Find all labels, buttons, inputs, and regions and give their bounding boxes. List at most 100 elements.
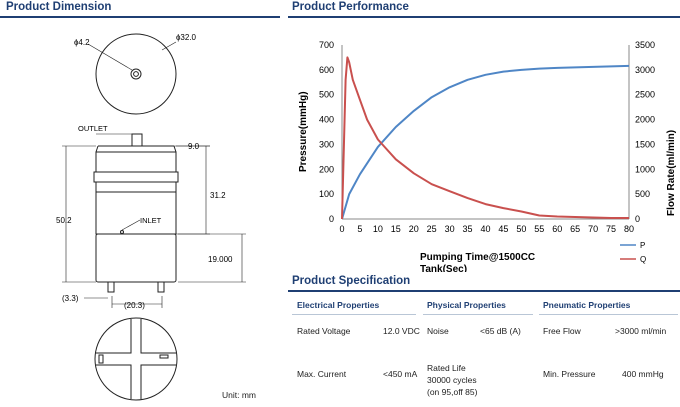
x-tick-label: 65: [570, 224, 580, 234]
spec-divider-physical: [423, 314, 533, 315]
chart-axes: 0 5 10 15 20 25 30 35 40 45 50 55 60 65 70 75 8001002003…: [319, 40, 655, 234]
leader-inlet: [121, 219, 141, 231]
top-view-port-inner: [133, 71, 139, 77]
label-dim-9: 9.0: [188, 142, 200, 151]
y-left-tick-label: 500: [319, 90, 334, 100]
x-tick-label: 30: [445, 224, 455, 234]
x-tick-label: 35: [463, 224, 473, 234]
y-right-tick-label: 500: [635, 189, 650, 199]
spec-value-free-flow: >3000 ml/min: [615, 326, 667, 336]
body-middle: [95, 191, 177, 235]
body-motor: [95, 233, 177, 283]
spec-value-rated-voltage: 12.0 VDC: [383, 326, 420, 336]
spec-label-min-pressure: Min. Pressure: [543, 369, 596, 379]
spec-header-electrical: Electrical Properties: [297, 300, 380, 310]
spec-label-max-current: Max. Current: [297, 369, 347, 379]
y-left-tick-label: 400: [319, 115, 334, 125]
spec-label-rated-life-3: (on 95,off 85): [427, 387, 478, 397]
x-axis-label-cut: Tank(Sec): [420, 264, 467, 272]
label-dim-31: 31.2: [210, 191, 226, 200]
bottom-view-slot-left: [98, 354, 104, 364]
legend-q-label: Q: [640, 255, 646, 264]
y-left-tick-label: 300: [319, 139, 334, 149]
chart-legend: P Q: [620, 241, 646, 264]
y-left-tick-label: 200: [319, 164, 334, 174]
product-specification-underline: [288, 290, 680, 292]
x-tick-label: 40: [480, 224, 490, 234]
x-tick-label: 0: [339, 224, 344, 234]
spec-header-physical: Physical Properties: [427, 300, 506, 310]
spec-label-noise: Noise: [427, 326, 449, 336]
y-left-tick-label: 100: [319, 189, 334, 199]
y-right-tick-label: 2500: [635, 90, 655, 100]
terminal-left: [107, 282, 115, 293]
y-right-tick-label: 3500: [635, 40, 655, 50]
chart-lines: [341, 56, 630, 220]
x-tick-label: 80: [624, 224, 634, 234]
x-tick-label: 55: [534, 224, 544, 234]
spec-label-rated-life-2: 30000 cycles: [427, 375, 477, 385]
y-left-tick-label: 600: [319, 65, 334, 75]
product-dimension-title: Product Dimension: [6, 1, 112, 13]
label-d-small: ɸ4.2: [74, 38, 90, 47]
spec-divider-pneumatic: [539, 314, 678, 315]
product-dimension-underline: [0, 16, 280, 18]
x-tick-label: 75: [606, 224, 616, 234]
y-left-axis-label: Pressure(mmHg): [298, 91, 309, 172]
legend-p-label: P: [640, 241, 645, 250]
x-tick-label: 50: [516, 224, 526, 234]
spec-label-rated-voltage: Rated Voltage: [297, 326, 351, 336]
spec-value-max-current: <450 mA: [383, 369, 418, 379]
product-specification-title: Product Specification: [292, 275, 411, 287]
spec-value-min-pressure: 400 mmHg: [622, 369, 664, 379]
body-upper-ring: [95, 151, 177, 173]
x-tick-label: 20: [409, 224, 419, 234]
x-axis-label: Pumping Time@1500CC: [420, 252, 535, 263]
y-right-axis-label: Flow Rate(ml/min): [666, 130, 677, 216]
product-performance-title: Product Performance: [292, 1, 409, 13]
y-left-tick-label: 0: [329, 214, 334, 224]
leader-d-large: [161, 41, 177, 51]
body-ridge-2: [95, 181, 177, 193]
x-tick-label: 5: [357, 224, 362, 234]
spec-label-free-flow: Free Flow: [543, 326, 581, 336]
outlet-nozzle: [131, 133, 143, 146]
y-right-tick-label: 1000: [635, 164, 655, 174]
bottom-view-outline: [94, 317, 178, 401]
y-right-tick-label: 2000: [635, 115, 655, 125]
bottom-view-cross: [96, 319, 176, 399]
label-outlet: OUTLET: [78, 124, 108, 133]
top-view-port-outer: [130, 68, 142, 80]
spec-label-rated-life-1: Rated Life: [427, 363, 466, 373]
terminal-right: [157, 282, 165, 293]
series-line-q: [341, 56, 629, 220]
label-dim-19: 19.000: [208, 255, 233, 264]
label-dim-20: (20.3): [124, 301, 145, 310]
x-tick-label: 10: [373, 224, 383, 234]
spec-divider-electrical: [292, 314, 416, 315]
spec-value-noise: <65 dB (A): [480, 326, 521, 336]
x-tick-label: 15: [391, 224, 401, 234]
leader-d-small: [87, 43, 133, 71]
top-view-outline: [95, 33, 177, 115]
y-left-tick-label: 700: [319, 40, 334, 50]
label-dim-50: 50.2: [56, 216, 72, 225]
body-ridge-1: [93, 171, 179, 183]
y-right-tick-label: 3000: [635, 65, 655, 75]
label-inlet: INLET: [140, 216, 162, 225]
x-tick-label: 60: [552, 224, 562, 234]
unit-note: Unit: mm: [222, 390, 256, 400]
y-right-tick-label: 1500: [635, 139, 655, 149]
spec-header-pneumatic: Pneumatic Properties: [543, 300, 631, 310]
product-performance-underline: [288, 16, 680, 18]
x-tick-label: 70: [588, 224, 598, 234]
dimension-drawing: ɸ4.2 ɸ32.0 OUTLET 9.0 31.2 50.2 INLET 19…: [56, 33, 246, 401]
x-tick-label: 45: [498, 224, 508, 234]
y-right-tick-label: 0: [635, 214, 640, 224]
bottom-view-slot-right: [159, 354, 169, 359]
x-tick-label: 25: [427, 224, 437, 234]
series-line-p: [341, 64, 630, 220]
label-dim-3: (3.3): [62, 294, 79, 303]
label-d-large: ɸ32.0: [176, 33, 197, 42]
performance-chart: 0 5 10 15 20 25 30 35 40 45 50 55 60 65 70 75 8001002003…: [298, 40, 677, 272]
